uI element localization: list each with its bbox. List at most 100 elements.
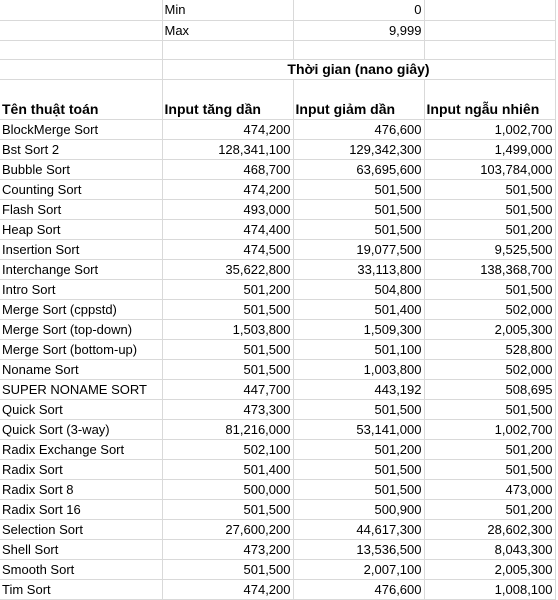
ascending-time-cell[interactable]: 493,000 [162,199,294,220]
algorithm-name-cell[interactable]: SUPER NONAME SORT [0,379,163,400]
random-time-cell[interactable]: 1,002,700 [424,419,556,440]
descending-time-cell[interactable]: 504,800 [293,279,425,300]
descending-time-cell[interactable]: 13,536,500 [293,539,425,560]
descending-time-cell[interactable]: 500,900 [293,499,425,520]
ascending-time-cell[interactable]: 81,216,000 [162,419,294,440]
descending-time-cell[interactable]: 501,500 [293,179,425,200]
algorithm-name-cell[interactable]: Radix Sort 8 [0,479,163,500]
algorithm-name-cell[interactable]: Radix Exchange Sort [0,439,163,460]
algorithm-name-cell[interactable]: Quick Sort [0,399,163,420]
descending-time-cell[interactable]: 501,500 [293,199,425,220]
algorithm-name-cell[interactable]: Noname Sort [0,359,163,380]
ascending-time-cell[interactable]: 128,341,100 [162,139,294,160]
empty-cell[interactable] [0,40,163,60]
max-value-cell[interactable]: 9,999 [293,20,425,41]
descending-time-cell[interactable]: 44,617,300 [293,519,425,540]
min-label-cell[interactable]: Min [162,0,294,21]
ascending-time-cell[interactable]: 501,500 [162,499,294,520]
random-time-cell[interactable]: 501,500 [424,399,556,420]
ascending-time-cell[interactable]: 501,500 [162,299,294,320]
algorithm-name-cell[interactable]: Insertion Sort [0,239,163,260]
algorithm-name-cell[interactable]: Counting Sort [0,179,163,200]
ascending-time-cell[interactable]: 473,200 [162,539,294,560]
random-time-cell[interactable]: 138,368,700 [424,259,556,280]
descending-time-cell[interactable]: 501,100 [293,339,425,360]
random-time-cell[interactable]: 501,200 [424,219,556,240]
algorithm-name-cell[interactable]: Radix Sort 16 [0,499,163,520]
ascending-time-cell[interactable]: 468,700 [162,159,294,180]
header-random[interactable]: Input ngẫu nhiên [424,79,556,120]
ascending-time-cell[interactable]: 35,622,800 [162,259,294,280]
descending-time-cell[interactable]: 2,007,100 [293,559,425,580]
ascending-time-cell[interactable]: 1,503,800 [162,319,294,340]
empty-cell[interactable] [0,59,163,80]
descending-time-cell[interactable]: 476,600 [293,579,425,600]
ascending-time-cell[interactable]: 502,100 [162,439,294,460]
ascending-time-cell[interactable]: 501,400 [162,459,294,480]
ascending-time-cell[interactable]: 447,700 [162,379,294,400]
table-title[interactable]: Thời gian (nano giây) [162,59,556,80]
descending-time-cell[interactable]: 33,113,800 [293,259,425,280]
descending-time-cell[interactable]: 501,200 [293,439,425,460]
random-time-cell[interactable]: 501,500 [424,279,556,300]
algorithm-name-cell[interactable]: Selection Sort [0,519,163,540]
descending-time-cell[interactable]: 443,192 [293,379,425,400]
min-value-cell[interactable]: 0 [293,0,425,21]
ascending-time-cell[interactable]: 501,500 [162,359,294,380]
algorithm-name-cell[interactable]: Radix Sort [0,459,163,480]
random-time-cell[interactable]: 528,800 [424,339,556,360]
empty-cell[interactable] [424,0,556,21]
random-time-cell[interactable]: 1,002,700 [424,119,556,140]
random-time-cell[interactable]: 502,000 [424,359,556,380]
random-time-cell[interactable]: 1,008,100 [424,579,556,600]
random-time-cell[interactable]: 2,005,300 [424,319,556,340]
ascending-time-cell[interactable]: 474,500 [162,239,294,260]
empty-cell[interactable] [424,20,556,41]
header-algorithm[interactable]: Tên thuật toán [0,79,163,120]
random-time-cell[interactable]: 508,695 [424,379,556,400]
random-time-cell[interactable]: 501,200 [424,439,556,460]
random-time-cell[interactable]: 502,000 [424,299,556,320]
algorithm-name-cell[interactable]: Tim Sort [0,579,163,600]
random-time-cell[interactable]: 103,784,000 [424,159,556,180]
descending-time-cell[interactable]: 501,500 [293,459,425,480]
random-time-cell[interactable]: 501,500 [424,179,556,200]
empty-cell[interactable] [162,40,294,60]
ascending-time-cell[interactable]: 474,200 [162,579,294,600]
random-time-cell[interactable]: 501,500 [424,199,556,220]
ascending-time-cell[interactable]: 474,200 [162,119,294,140]
algorithm-name-cell[interactable]: Quick Sort (3-way) [0,419,163,440]
descending-time-cell[interactable]: 53,141,000 [293,419,425,440]
empty-cell[interactable] [424,40,556,60]
ascending-time-cell[interactable]: 500,000 [162,479,294,500]
algorithm-name-cell[interactable]: Bst Sort 2 [0,139,163,160]
algorithm-name-cell[interactable]: BlockMerge Sort [0,119,163,140]
random-time-cell[interactable]: 1,499,000 [424,139,556,160]
algorithm-name-cell[interactable]: Merge Sort (top-down) [0,319,163,340]
descending-time-cell[interactable]: 476,600 [293,119,425,140]
descending-time-cell[interactable]: 1,509,300 [293,319,425,340]
random-time-cell[interactable]: 501,500 [424,459,556,480]
algorithm-name-cell[interactable]: Interchange Sort [0,259,163,280]
algorithm-name-cell[interactable]: Merge Sort (cppstd) [0,299,163,320]
descending-time-cell[interactable]: 501,500 [293,399,425,420]
descending-time-cell[interactable]: 129,342,300 [293,139,425,160]
descending-time-cell[interactable]: 501,500 [293,219,425,240]
algorithm-name-cell[interactable]: Intro Sort [0,279,163,300]
algorithm-name-cell[interactable]: Merge Sort (bottom-up) [0,339,163,360]
header-descending[interactable]: Input giảm dần [293,79,425,120]
descending-time-cell[interactable]: 1,003,800 [293,359,425,380]
algorithm-name-cell[interactable]: Bubble Sort [0,159,163,180]
algorithm-name-cell[interactable]: Flash Sort [0,199,163,220]
empty-cell[interactable] [293,40,425,60]
ascending-time-cell[interactable]: 474,200 [162,179,294,200]
descending-time-cell[interactable]: 63,695,600 [293,159,425,180]
ascending-time-cell[interactable]: 501,500 [162,339,294,360]
algorithm-name-cell[interactable]: Heap Sort [0,219,163,240]
random-time-cell[interactable]: 8,043,300 [424,539,556,560]
ascending-time-cell[interactable]: 474,400 [162,219,294,240]
ascending-time-cell[interactable]: 473,300 [162,399,294,420]
header-ascending[interactable]: Input tăng dần [162,79,294,120]
descending-time-cell[interactable]: 501,400 [293,299,425,320]
random-time-cell[interactable]: 2,005,300 [424,559,556,580]
